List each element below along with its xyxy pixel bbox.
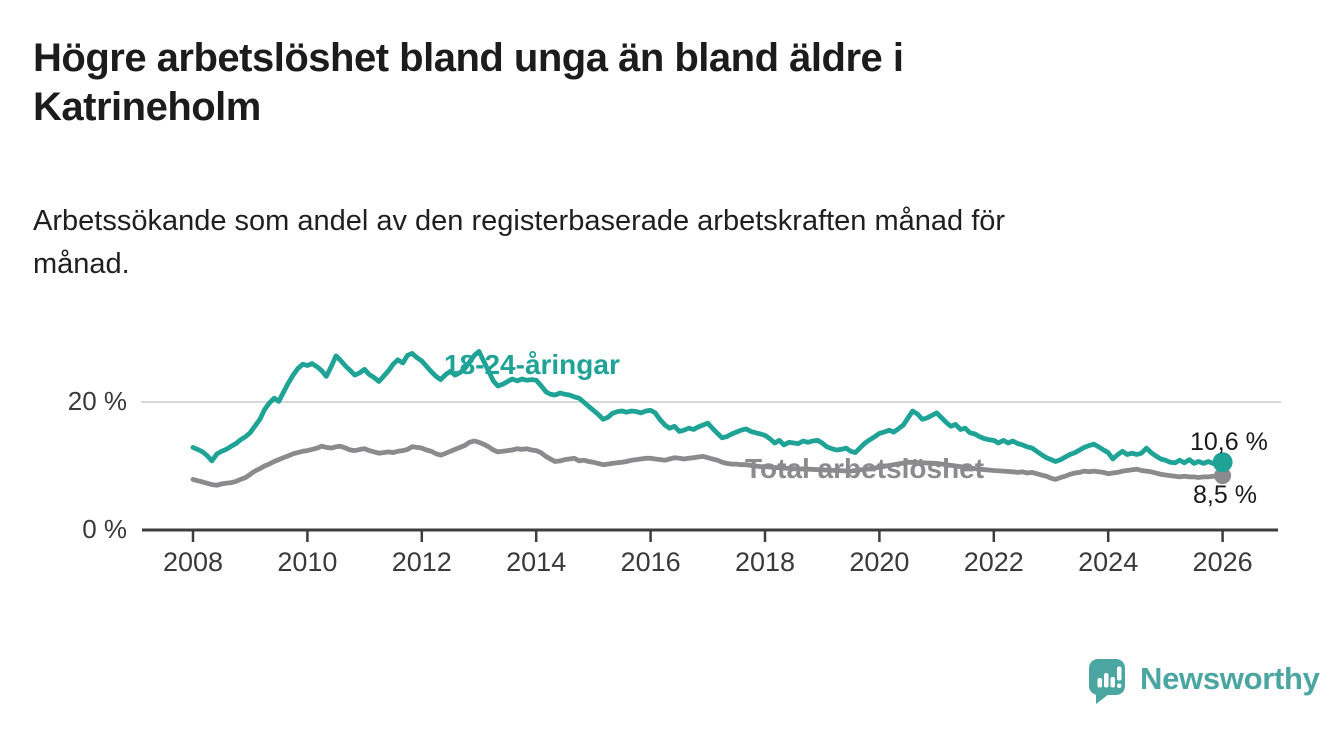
x-axis-label-2012: 2012 [391,547,452,577]
x-axis-label-2016: 2016 [620,547,681,577]
title-line-1: Högre arbetslöshet bland unga än bland ä… [33,36,904,80]
x-axis-label-2024: 2024 [1078,547,1139,577]
x-axis-label-2018: 2018 [734,547,796,577]
page-title: Högre arbetslöshet bland unga än bland ä… [33,34,904,132]
series-line-18-24-ringar [190,348,1225,466]
subtitle-line-1: Arbetssökande som andel av den registerb… [33,205,1006,237]
x-axis-label-2026: 2026 [1192,547,1253,577]
series-label-total: Total arbetslöshet [745,453,985,484]
newsworthy-logo-text: Newsworthy [1140,661,1320,696]
x-axis-label-2020: 2020 [849,547,910,577]
series-line-total-arbetsl-shet [190,438,1225,488]
newsworthy-logo-icon [1089,659,1125,704]
y-axis-label-0: 0 % [82,514,127,544]
series-end-dot [1214,467,1232,485]
x-axis-label-2014: 2014 [506,547,567,577]
chart-subtitle: Arbetssökande som andel av den registerb… [33,200,1005,286]
subtitle-line-2: månad. [33,248,130,280]
title-line-2: Katrineholm [33,85,261,129]
series-end-dot [1212,452,1233,473]
end-value-label-total: 8,5 % [1193,481,1257,509]
x-axis-label-2022: 2022 [963,547,1024,577]
series-label-youth: 18-24-åringar [444,349,620,380]
newsworthy-logo: Newsworthy [1088,658,1320,705]
end-value-label-youth: 10,6 % [1190,428,1268,456]
x-axis-label-2008: 2008 [162,547,224,577]
x-axis-label-2010: 2010 [277,547,338,577]
y-axis-label-20: 20 % [67,386,127,416]
